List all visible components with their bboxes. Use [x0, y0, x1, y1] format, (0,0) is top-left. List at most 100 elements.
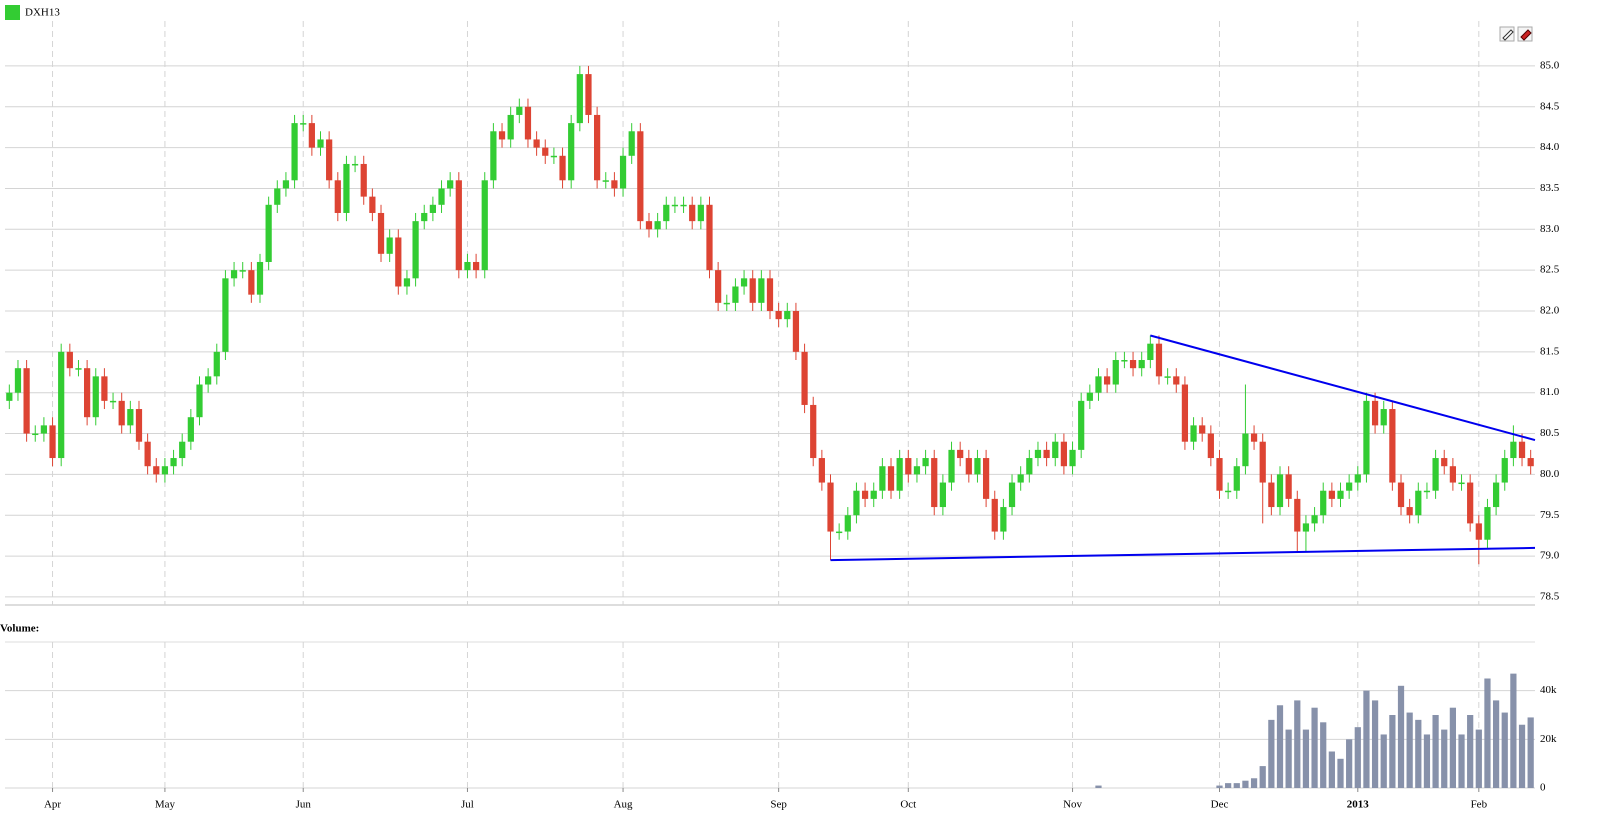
- candle-body: [801, 351, 808, 405]
- volume-bar: [1501, 712, 1508, 788]
- candle-body: [92, 376, 99, 418]
- candle-body: [611, 180, 618, 189]
- y-tick-label: 81.0: [1540, 386, 1560, 398]
- draw-tools[interactable]: [1499, 26, 1533, 42]
- candle-body: [196, 384, 203, 418]
- candle-body: [922, 458, 929, 467]
- y-tick-label: 81.5: [1540, 345, 1560, 357]
- volume-tick-label: 0: [1540, 782, 1546, 794]
- candle-body: [810, 404, 817, 459]
- trend-line: [1150, 334, 1536, 442]
- candle-body: [1415, 490, 1422, 516]
- candle-body: [421, 212, 428, 222]
- volume-tick-label: 20k: [1540, 733, 1557, 745]
- candle-body: [559, 155, 566, 181]
- candle-body: [170, 458, 177, 467]
- volume-bar: [1389, 715, 1396, 788]
- candle-body: [230, 270, 238, 279]
- candle-body: [472, 261, 480, 271]
- candle-body: [654, 221, 661, 230]
- volume-bar: [1527, 717, 1534, 788]
- candle-body: [1043, 449, 1050, 459]
- candle-body: [1406, 507, 1413, 516]
- volume-bar: [1276, 705, 1284, 788]
- candle-body: [663, 204, 670, 222]
- candle-body: [585, 74, 592, 115]
- volume-bar: [1458, 734, 1465, 788]
- volume-bar: [1250, 778, 1258, 788]
- candle-body: [1302, 523, 1310, 532]
- candle-body: [144, 441, 151, 467]
- candle-body: [619, 155, 627, 189]
- y-tick-label: 80.0: [1540, 468, 1560, 480]
- candle-body: [533, 139, 540, 148]
- volume-bar: [1449, 707, 1456, 788]
- candle-body: [1164, 376, 1171, 378]
- candle-body: [853, 490, 860, 516]
- candle-body: [1216, 458, 1223, 491]
- volume-bar: [1441, 729, 1448, 788]
- candle-body: [248, 270, 255, 295]
- candle-body: [205, 376, 212, 385]
- candle-body: [602, 180, 609, 182]
- candle-body: [58, 351, 65, 459]
- volume-bar: [1354, 727, 1361, 788]
- candle-body: [516, 106, 523, 115]
- legend-swatch: [5, 5, 20, 20]
- candle-body: [1363, 400, 1370, 475]
- volume-tick-label: 40k: [1540, 684, 1557, 696]
- volume-bar: [1268, 719, 1275, 788]
- candle-body: [464, 261, 471, 271]
- volume-bar: [1363, 690, 1370, 788]
- candle-body: [913, 466, 921, 475]
- candle-body: [576, 74, 583, 124]
- trend-line: [830, 546, 1536, 562]
- candle-body: [732, 286, 739, 303]
- candle-body: [594, 114, 601, 181]
- candle-body: [792, 311, 800, 352]
- y-tick-label: 83.0: [1540, 223, 1560, 235]
- candle-body: [1268, 482, 1275, 508]
- candle-body: [317, 139, 324, 148]
- candle-body: [1311, 515, 1318, 524]
- candle-body: [671, 204, 679, 207]
- candle-body: [965, 458, 972, 475]
- candle-body: [1095, 376, 1102, 393]
- volume-bar: [1423, 734, 1431, 788]
- candle-body: [75, 368, 82, 370]
- candle-body: [957, 449, 964, 459]
- candle-body: [507, 114, 514, 140]
- candle-body: [1320, 490, 1327, 516]
- candle-body: [109, 400, 117, 403]
- x-tick-label: 2013: [1347, 799, 1370, 811]
- candle-body: [1458, 482, 1465, 485]
- candle-body: [222, 278, 229, 352]
- candle-body: [481, 180, 488, 271]
- candle-body: [974, 458, 981, 475]
- volume-bar: [1302, 729, 1310, 788]
- candle-body: [1397, 482, 1405, 508]
- candle-body: [1354, 474, 1361, 483]
- candle-body: [377, 212, 385, 254]
- candle-body: [1242, 433, 1249, 467]
- candle-body: [498, 131, 506, 140]
- candle-body: [524, 106, 532, 140]
- candle-body: [429, 204, 436, 213]
- volume-bar: [1328, 751, 1335, 788]
- y-tick-label: 85.0: [1540, 59, 1560, 71]
- candle-body: [1380, 409, 1387, 426]
- volume-bar: [1406, 712, 1413, 788]
- candle-body: [360, 163, 367, 197]
- candle-body: [1060, 441, 1068, 467]
- candle-body: [1328, 490, 1335, 499]
- candle-body: [1173, 376, 1180, 385]
- candle-body: [706, 204, 713, 271]
- candle-body: [766, 278, 774, 311]
- volume-bar: [1371, 700, 1379, 788]
- candle-body: [386, 237, 393, 254]
- candle-body: [179, 441, 186, 459]
- y-tick-label: 83.5: [1540, 182, 1560, 194]
- volume-bar: [1510, 673, 1517, 788]
- x-tick-label: Oct: [900, 799, 916, 811]
